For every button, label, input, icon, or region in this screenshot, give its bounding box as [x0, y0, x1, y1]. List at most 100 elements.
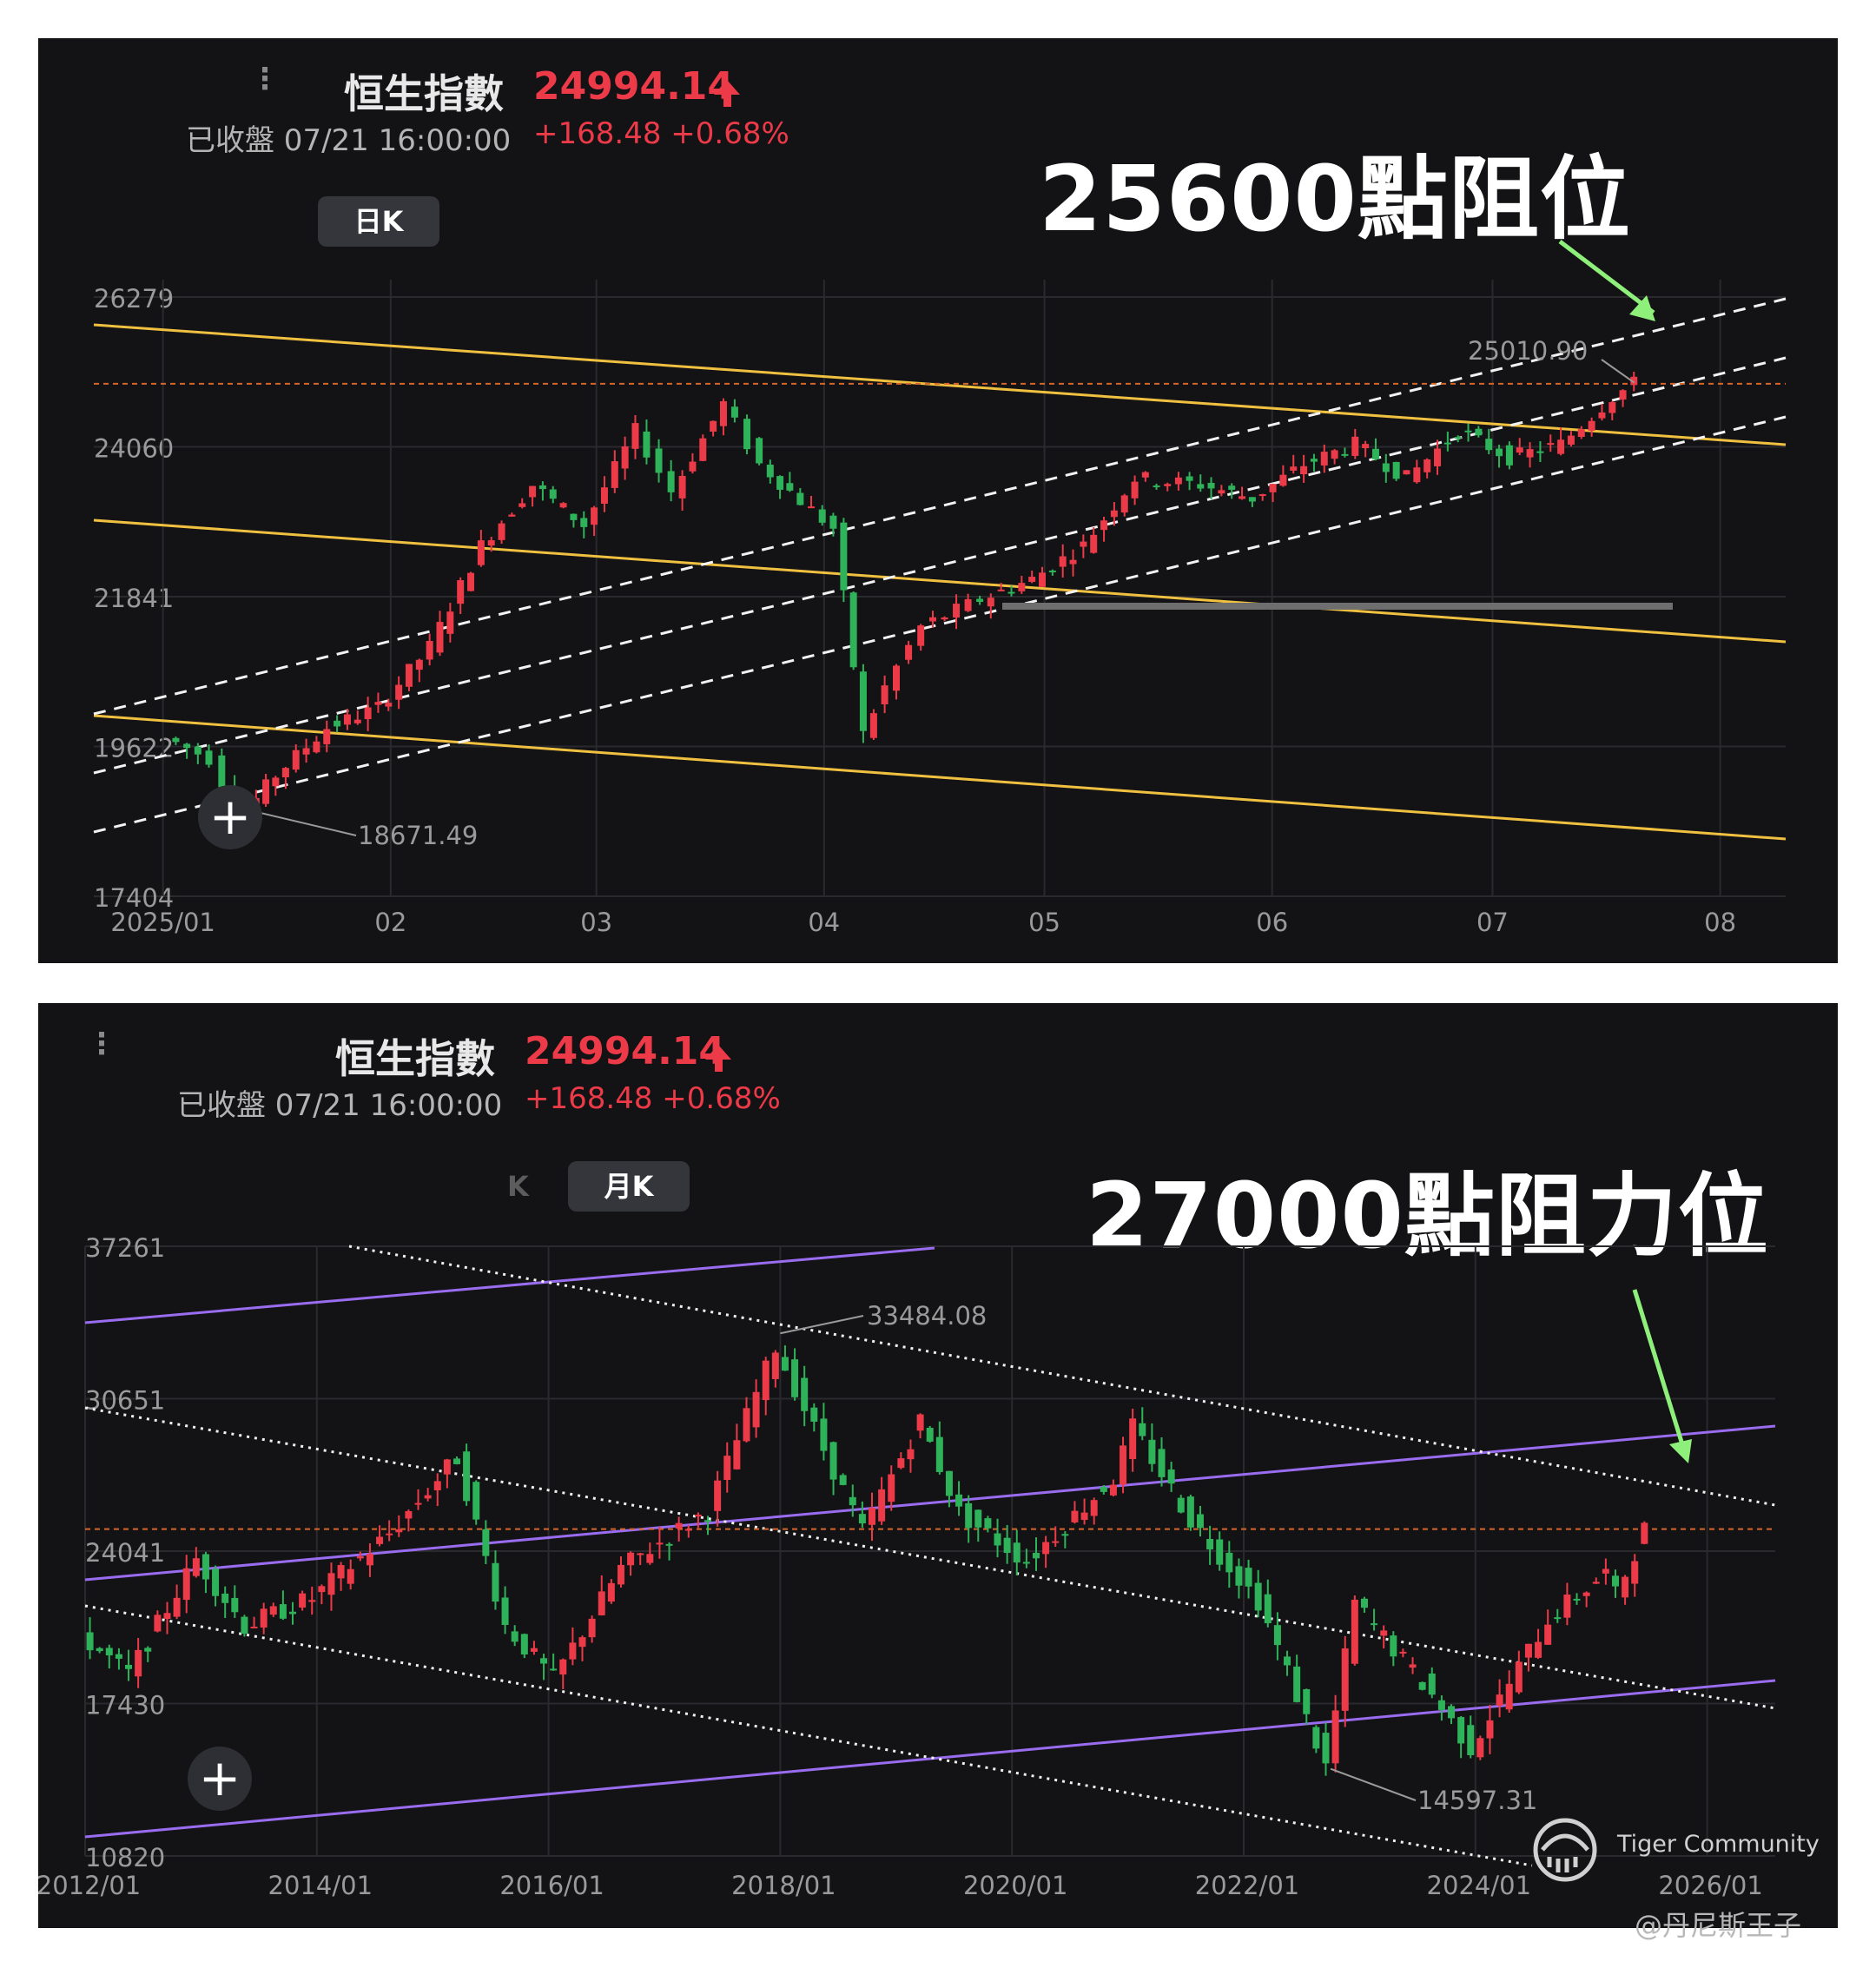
candle-body	[415, 659, 423, 670]
candle-body	[1273, 1625, 1281, 1646]
candle-body	[1080, 1512, 1088, 1521]
period-monthly-button[interactable]: 月K	[568, 1161, 690, 1212]
candle-body	[869, 1508, 876, 1525]
candle-body	[405, 1510, 413, 1519]
x-tick-label: 03	[580, 908, 612, 937]
candle-body	[231, 1597, 239, 1613]
candle-body	[1239, 496, 1246, 499]
candle-body	[1535, 1641, 1542, 1658]
candle-body	[272, 777, 280, 787]
candle-body	[840, 522, 848, 591]
candle-body	[172, 737, 180, 743]
candle-body	[281, 768, 289, 778]
candle-body	[1563, 1595, 1571, 1618]
candle-body	[1131, 481, 1139, 499]
y-tick-label: 10820	[85, 1843, 165, 1872]
candle-body	[655, 448, 663, 473]
candle-body	[1300, 466, 1308, 475]
candle-body	[1254, 1582, 1262, 1611]
candle-body	[756, 438, 763, 464]
candle-body	[457, 580, 465, 604]
y-tick-label: 30651	[85, 1385, 165, 1415]
candle-body	[1293, 1666, 1301, 1702]
y-tick-label: 17430	[85, 1691, 165, 1720]
candle-body	[559, 503, 567, 508]
candle-body	[1310, 459, 1318, 462]
high-marker-label: 33484.08	[867, 1301, 987, 1331]
candle-body	[1248, 497, 1256, 502]
candle-body	[1547, 443, 1555, 446]
candle-body	[733, 1440, 741, 1469]
candle-body	[144, 1648, 152, 1652]
candle-body	[262, 779, 270, 804]
candle-body	[1059, 556, 1067, 567]
candle-body	[646, 1554, 654, 1563]
candle-body	[1196, 1514, 1204, 1529]
candle-body	[588, 1618, 596, 1638]
candle-body	[105, 1648, 113, 1656]
candle-body	[1382, 463, 1390, 472]
candle-body	[1331, 1710, 1339, 1764]
candle-body	[820, 1418, 828, 1451]
candle-body	[1592, 1582, 1600, 1584]
candle-body	[1557, 439, 1565, 454]
candle-body	[467, 572, 475, 591]
candle-body	[452, 1458, 460, 1464]
candle-body	[1264, 1594, 1272, 1624]
candle-body	[289, 1611, 297, 1615]
candle-body	[353, 719, 361, 723]
candle-body	[917, 625, 925, 646]
candle-body	[752, 1391, 760, 1428]
candle-body	[1341, 1648, 1349, 1711]
period-option-faint[interactable]: K	[507, 1170, 529, 1203]
high-marker-line	[780, 1315, 864, 1335]
candle-body	[347, 1568, 354, 1584]
candle-body	[1312, 1727, 1320, 1749]
candle-body	[221, 1593, 229, 1603]
add-button[interactable]: +	[198, 785, 262, 849]
candle-body	[366, 1554, 373, 1566]
candle-body	[1007, 591, 1015, 594]
candle-body	[1284, 1656, 1291, 1666]
candle-body	[719, 400, 727, 426]
candle-body	[1360, 1598, 1368, 1608]
candle-body	[241, 1616, 248, 1634]
candle-body	[1174, 477, 1182, 485]
candle-body	[1110, 510, 1118, 518]
candle-body	[1476, 1738, 1484, 1758]
candle-body	[1619, 390, 1627, 400]
candle-body	[1331, 450, 1338, 459]
candle-body	[1371, 1623, 1378, 1626]
candle-body	[829, 515, 837, 529]
candle-body	[1071, 1510, 1079, 1522]
candle-body	[766, 465, 774, 478]
candle-body	[520, 1634, 528, 1655]
candle-body	[955, 1494, 963, 1507]
candle-body	[1362, 444, 1370, 449]
candle-body	[1573, 1598, 1581, 1601]
candle-body	[665, 1543, 673, 1546]
candle-body	[1039, 572, 1047, 587]
add-button[interactable]: +	[188, 1747, 252, 1811]
candle-body	[1631, 1561, 1639, 1584]
period-daily-button[interactable]: 日K	[318, 196, 439, 247]
candle-body	[1153, 485, 1160, 488]
annotation-arrow-line	[1558, 240, 1655, 314]
candle-body	[1139, 1423, 1146, 1436]
yellow-channel-line	[93, 714, 1787, 841]
candle-body	[250, 1626, 258, 1628]
candle-body	[1630, 376, 1638, 386]
candle-body	[994, 1533, 1001, 1546]
candle-body	[1467, 1725, 1475, 1755]
x-tick-label: 08	[1704, 908, 1736, 937]
candle-body	[1158, 1449, 1166, 1477]
candle-body	[173, 1597, 181, 1617]
y-tick-label: 21841	[94, 584, 174, 613]
candle-body	[1129, 1418, 1137, 1460]
candle-body	[810, 1407, 818, 1422]
candle-body	[569, 1642, 577, 1660]
candle-body	[781, 1357, 789, 1371]
candle-body	[1206, 1538, 1214, 1550]
candle-body	[1351, 436, 1359, 456]
candle-body	[260, 1608, 268, 1628]
